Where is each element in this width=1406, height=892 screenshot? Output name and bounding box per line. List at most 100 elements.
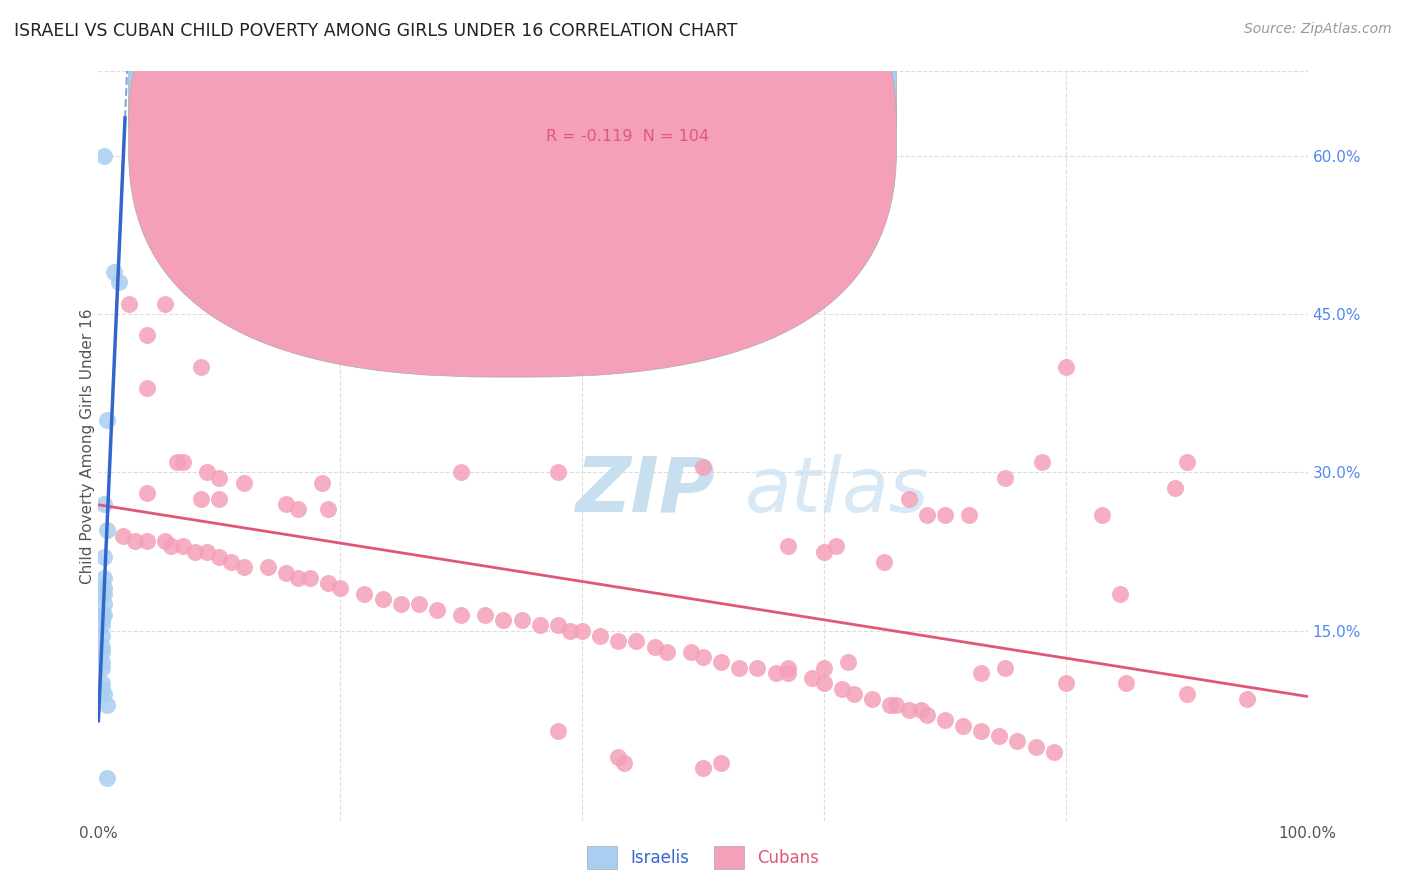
Point <box>800 671 823 685</box>
Point <box>426 602 449 616</box>
Point <box>232 560 254 574</box>
Point <box>232 475 254 490</box>
Point <box>589 629 612 643</box>
Y-axis label: Child Poverty Among Girls Under 16: Child Poverty Among Girls Under 16 <box>80 309 94 583</box>
Point <box>93 571 115 585</box>
Text: ZIP: ZIP <box>576 454 716 528</box>
Point <box>91 645 114 659</box>
FancyBboxPatch shape <box>129 0 897 337</box>
Point <box>1091 508 1114 522</box>
Point <box>93 597 115 611</box>
Point <box>655 645 678 659</box>
Point <box>96 772 118 786</box>
Point <box>93 149 115 163</box>
Point <box>686 296 709 310</box>
Point <box>450 607 472 622</box>
Point <box>994 660 1017 674</box>
Point <box>329 582 352 596</box>
Point <box>103 265 125 279</box>
Point <box>558 624 581 638</box>
Point <box>190 491 212 506</box>
Point <box>91 656 114 670</box>
Point <box>93 687 115 701</box>
Point <box>1175 687 1198 701</box>
Point <box>274 566 297 580</box>
Point <box>831 681 853 696</box>
Point <box>547 723 569 738</box>
Point <box>492 613 515 627</box>
Point <box>547 466 569 480</box>
Point <box>91 607 114 622</box>
Point <box>91 613 114 627</box>
Point <box>195 544 218 558</box>
Point <box>710 656 733 670</box>
Point <box>897 703 920 717</box>
Point <box>93 607 115 622</box>
Point <box>93 549 115 564</box>
Point <box>915 508 938 522</box>
Point <box>813 676 835 690</box>
Point <box>994 470 1017 484</box>
Point <box>316 502 339 516</box>
Point <box>679 645 702 659</box>
Point <box>613 756 636 770</box>
Point <box>970 723 993 738</box>
Point <box>626 634 648 648</box>
Point <box>710 756 733 770</box>
Point <box>274 497 297 511</box>
Point <box>160 539 183 553</box>
Point <box>91 660 114 674</box>
Point <box>118 296 141 310</box>
Point <box>1031 455 1053 469</box>
Point <box>389 597 412 611</box>
Point <box>1115 676 1137 690</box>
Point <box>408 597 430 611</box>
Point <box>873 555 896 569</box>
Point <box>93 497 115 511</box>
Point <box>1054 676 1077 690</box>
Point <box>195 466 218 480</box>
Point <box>1042 745 1064 759</box>
Point <box>166 455 188 469</box>
Point <box>813 660 835 674</box>
Point <box>1236 692 1258 706</box>
Point <box>108 276 131 290</box>
Point <box>91 629 114 643</box>
Point <box>837 656 859 670</box>
Point <box>934 508 956 522</box>
Point <box>644 640 666 654</box>
FancyBboxPatch shape <box>467 64 811 177</box>
Point <box>934 714 956 728</box>
Point <box>135 328 157 343</box>
FancyBboxPatch shape <box>129 0 897 377</box>
Point <box>1054 359 1077 374</box>
Point <box>96 698 118 712</box>
Point <box>957 508 980 522</box>
Point <box>1007 734 1029 748</box>
Point <box>765 665 787 680</box>
Point <box>96 524 118 538</box>
Point <box>607 634 630 648</box>
Point <box>952 719 974 733</box>
Point <box>776 660 799 674</box>
Point <box>135 533 157 548</box>
Point <box>844 687 866 701</box>
Point <box>860 692 883 706</box>
Point <box>879 698 901 712</box>
Point <box>529 618 551 632</box>
Point <box>728 660 751 674</box>
Point <box>776 665 799 680</box>
Point <box>776 539 799 553</box>
Point <box>692 761 714 775</box>
Point <box>692 650 714 665</box>
Point <box>547 618 569 632</box>
Point <box>91 676 114 690</box>
Point <box>886 698 908 712</box>
Point <box>825 539 848 553</box>
Point <box>135 486 157 500</box>
Point <box>172 539 194 553</box>
Point <box>747 660 769 674</box>
Text: atlas: atlas <box>745 454 929 528</box>
Point <box>571 624 593 638</box>
Point <box>970 665 993 680</box>
